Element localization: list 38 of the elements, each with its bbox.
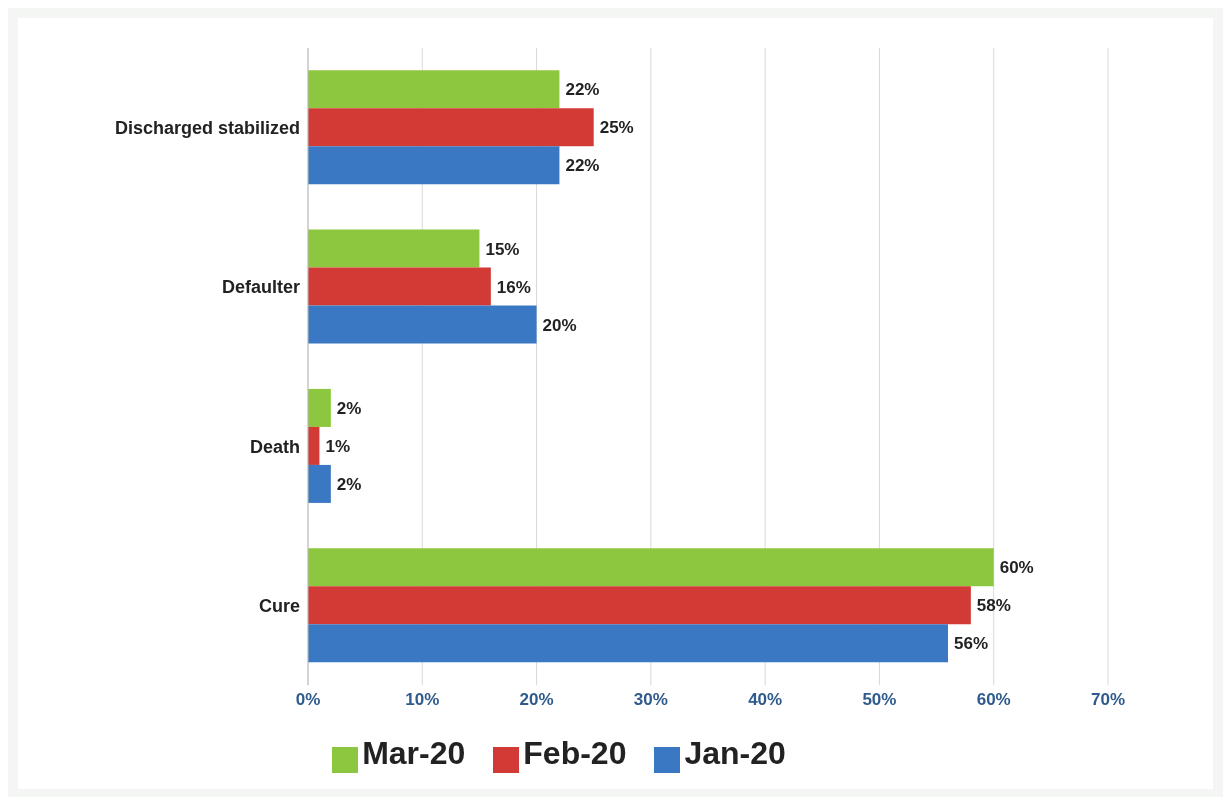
x-tick-label: 40% [748,690,783,710]
data-label: 2% [336,398,362,418]
data-label: 60% [999,558,1034,578]
data-label: 22% [565,156,600,176]
y-tick-label: Death [249,436,300,457]
bar [308,586,971,625]
x-tick-label: 50% [862,690,897,710]
data-label: 2% [336,474,362,494]
y-tick-label: Defaulter [221,277,300,298]
x-tick-label: 10% [405,690,440,710]
data-label: 15% [485,239,520,259]
legend-label: Jan-20 [684,735,786,772]
data-label: 25% [599,118,634,138]
bar [308,70,560,109]
y-tick-label: Cure [258,595,300,616]
x-tick-label: 30% [633,690,668,710]
data-label: 22% [565,80,600,100]
bar [308,146,560,185]
y-tick-label: Discharged stabilized [114,118,300,139]
bar [308,548,994,587]
bar [308,108,594,147]
bar [308,305,537,344]
bar [308,464,331,503]
data-label: 58% [976,596,1011,616]
bar [308,267,491,306]
data-label: 56% [954,634,989,654]
legend-label: Mar-20 [362,735,466,772]
bar [308,388,331,427]
x-tick-label: 70% [1090,690,1126,710]
x-tick-label: 20% [519,690,554,710]
x-tick-label: 60% [976,690,1011,710]
data-label: 1% [325,436,351,456]
x-tick-label: 0% [295,690,321,710]
data-label: 20% [542,315,577,335]
bar [308,229,480,268]
data-label: 16% [496,277,531,297]
bar [308,624,948,663]
legend-label: Feb-20 [523,735,627,772]
